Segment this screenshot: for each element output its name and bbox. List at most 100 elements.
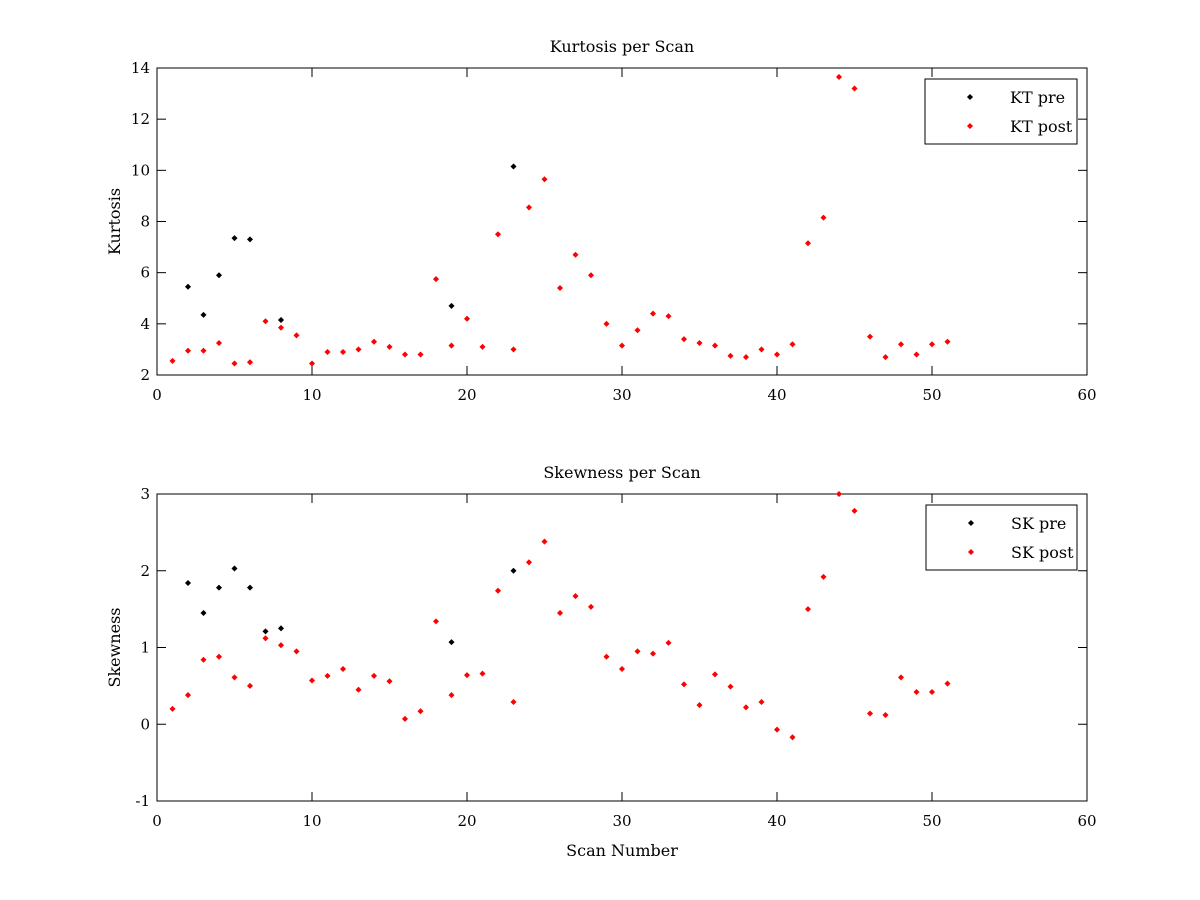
data-point [758,346,765,353]
legend-label: KT pre [1010,88,1065,107]
data-point [727,683,734,690]
legend-marker [967,519,975,527]
x-tick-label: 50 [922,386,941,404]
x-tick-label: 20 [457,812,476,830]
data-point [479,670,486,677]
data-point [773,351,781,358]
data-point [370,338,378,345]
data-point [928,688,936,696]
x-tick-label: 10 [302,386,321,404]
data-point [169,705,176,712]
data-point [200,656,207,663]
legend-label: KT post [1010,117,1073,136]
x-tick-label: 50 [922,812,941,830]
data-point [789,341,796,348]
y-tick-label: 6 [140,264,150,282]
data-point [432,276,440,283]
data-point [401,715,409,722]
x-tick-label: 40 [767,812,786,830]
data-point [618,665,626,673]
data-point [820,573,827,580]
data-point [231,565,238,572]
legend-box [924,78,1078,145]
data-point [277,642,285,649]
data-point [200,347,207,354]
data-point [711,671,719,678]
data-point [215,584,223,591]
series-2 [169,490,951,741]
data-point [215,339,223,347]
data-point [463,672,471,679]
x-tick-label: 60 [1077,386,1096,404]
y-tick-label: 14 [131,59,150,77]
x-tick-label: 30 [612,386,631,404]
data-point [742,704,750,711]
data-point [417,351,424,358]
data-point [401,351,409,358]
data-point [758,698,765,706]
series-1 [184,163,517,324]
data-point [665,639,672,646]
data-point [339,665,347,673]
legend: KT pre KT post [924,78,1078,145]
data-point [711,342,719,349]
data-point [913,351,920,358]
data-point [572,251,579,258]
x-tick-label: 10 [302,812,321,830]
y-axis-label: Skewness [105,607,124,687]
data-point [556,609,564,616]
data-point [851,507,858,514]
data-point [696,702,703,709]
data-point [572,593,579,600]
data-point [308,677,316,684]
data-point [835,490,843,498]
data-point [541,538,548,545]
data-point [293,332,300,339]
legend-marker [966,93,974,101]
data-point [215,272,223,279]
x-tick-label: 30 [612,812,631,830]
data-point [634,648,641,655]
x-tick-label: 0 [152,812,162,830]
data-point [246,682,254,689]
data-point [680,681,688,688]
data-point [510,163,517,170]
y-tick-label: 12 [131,110,150,128]
data-point [541,176,548,183]
data-point [882,712,889,719]
data-point [603,320,610,327]
data-point [618,342,626,349]
data-point [634,327,641,334]
data-point [680,336,688,343]
data-point [696,339,703,347]
data-point [293,648,300,655]
x-tick-label: 20 [457,386,476,404]
data-point [448,639,455,646]
data-point [665,313,672,320]
data-point [510,698,517,706]
data-point [370,672,378,679]
data-point [804,240,812,247]
data-point [262,318,269,325]
data-point [277,324,285,331]
y-tick-label: 10 [131,161,150,179]
data-point [200,609,207,616]
data-point [200,311,207,318]
legend-marker [967,548,975,556]
data-point [649,310,657,317]
data-point [246,359,254,366]
data-point [386,678,393,685]
data-point [184,692,192,699]
data-point [169,357,176,364]
data-point [432,618,440,625]
data-point [603,653,610,660]
data-point [277,625,285,632]
data-point [463,315,471,322]
x-tick-label: 40 [767,386,786,404]
data-point [386,343,393,350]
data-point [184,347,192,354]
data-point [587,603,595,610]
chart-title: Kurtosis per Scan [550,37,694,56]
